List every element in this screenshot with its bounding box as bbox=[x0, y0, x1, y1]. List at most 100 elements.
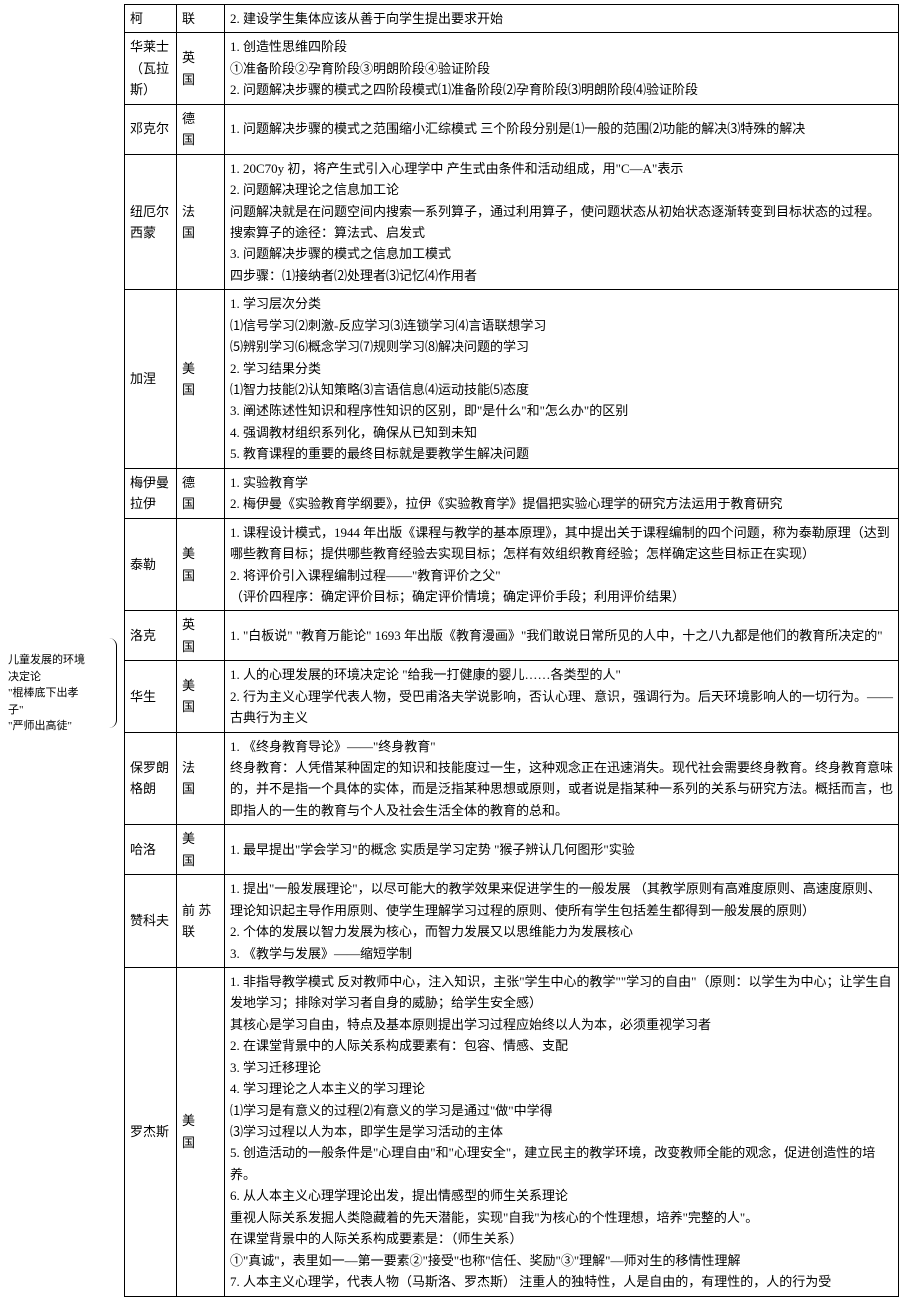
cell-content: 1. 提出"一般发展理论"，以尽可能大的教学效果来促进学生的一般发展 （其教学原… bbox=[225, 875, 899, 968]
cell-content: 1. 最早提出"学会学习"的概念 实质是学习定势 "猴子辨认几何图形"实验 bbox=[225, 825, 899, 875]
content-line: ①准备阶段②孕育阶段③明朗阶段④验证阶段 bbox=[230, 58, 893, 79]
cell-country: 美国 bbox=[177, 290, 225, 469]
content-line: ⑴智力技能⑵认知策略⑶言语信息⑷运动技能⑸态度 bbox=[230, 379, 893, 400]
content-line: 3. 学习迁移理论 bbox=[230, 1057, 893, 1078]
cell-content: 1. 20C70y 初，将产生式引入心理学中 产生式由条件和活动组成，用"C—A… bbox=[225, 154, 899, 290]
note-l4: 子" bbox=[8, 702, 108, 719]
cell-content: 1. 问题解决步骤的模式之范围缩小汇综模式 三个阶段分别是⑴一般的范围⑵功能的解… bbox=[225, 104, 899, 154]
content-line: 搜索算子的途径：算法式、启发式 bbox=[230, 222, 893, 243]
content-line: 2. 梅伊曼《实验教育学纲要》，拉伊《实验教育学》提倡把实验心理学的研究方法运用… bbox=[230, 493, 893, 514]
table-row: 纽厄尔西蒙法国1. 20C70y 初，将产生式引入心理学中 产生式由条件和活动组… bbox=[125, 154, 899, 290]
content-line: 1. 提出"一般发展理论"，以尽可能大的教学效果来促进学生的一般发展 （其教学原… bbox=[230, 878, 893, 921]
cell-country: 英国 bbox=[177, 33, 225, 104]
cell-country: 法国 bbox=[177, 154, 225, 290]
table-row: 梅伊曼拉伊德国1. 实验教育学2. 梅伊曼《实验教育学纲要》，拉伊《实验教育学》… bbox=[125, 468, 899, 518]
content-line: 1. 学习层次分类 bbox=[230, 293, 893, 314]
content-line: 2. 个体的发展以智力发展为核心，而智力发展又以思维能力为发展核心 bbox=[230, 921, 893, 942]
content-line: ⑴学习是有意义的过程⑵有意义的学习是通过"做"中学得 bbox=[230, 1100, 893, 1121]
cell-name: 纽厄尔西蒙 bbox=[125, 154, 177, 290]
table-row: 罗杰斯美国1. 非指导教学模式 反对教师中心，注入知识，主张"学生中心的教学""… bbox=[125, 967, 899, 1296]
cell-content: 1. 创造性思维四阶段①准备阶段②孕育阶段③明朗阶段④验证阶段2. 问题解决步骤… bbox=[225, 33, 899, 104]
cell-name: 华生 bbox=[125, 661, 177, 732]
table-row: 赞科夫前 苏联1. 提出"一般发展理论"，以尽可能大的教学效果来促进学生的一般发… bbox=[125, 875, 899, 968]
cell-name: 柯 bbox=[125, 5, 177, 33]
content-line: 1. 20C70y 初，将产生式引入心理学中 产生式由条件和活动组成，用"C—A… bbox=[230, 158, 893, 179]
cell-name: 罗杰斯 bbox=[125, 967, 177, 1296]
content-line: 1. 非指导教学模式 反对教师中心，注入知识，主张"学生中心的教学""学习的自由… bbox=[230, 971, 893, 1014]
content-line: 2. 问题解决步骤的模式之四阶段模式⑴准备阶段⑵孕育阶段⑶明朗阶段⑷验证阶段 bbox=[230, 79, 893, 100]
cell-country: 德国 bbox=[177, 104, 225, 154]
table-row: 邓克尔德国1. 问题解决步骤的模式之范围缩小汇综模式 三个阶段分别是⑴一般的范围… bbox=[125, 104, 899, 154]
content-line: 重视人际关系发掘人类隐藏着的先天潜能，实现"自我"为核心的个性理想，培养"完整的… bbox=[230, 1207, 893, 1228]
cell-content: 1. "白板说" "教育万能论" 1693 年出版《教育漫画》"我们敢说日常所见… bbox=[225, 611, 899, 661]
content-line: ⑶学习过程以人为本，即学生是学习活动的主体 bbox=[230, 1121, 893, 1142]
content-line: 1. 问题解决步骤的模式之范围缩小汇综模式 三个阶段分别是⑴一般的范围⑵功能的解… bbox=[230, 118, 893, 139]
cell-country: 联 bbox=[177, 5, 225, 33]
brace-icon bbox=[103, 638, 117, 728]
cell-country: 美国 bbox=[177, 661, 225, 732]
cell-country: 德国 bbox=[177, 468, 225, 518]
cell-name: 保罗朗格朗 bbox=[125, 732, 177, 825]
table-row: 保罗朗格朗法国1. 《终身教育导论》——"终身教育"终身教育：人凭借某种固定的知… bbox=[125, 732, 899, 825]
cell-name: 华莱士（瓦拉斯） bbox=[125, 33, 177, 104]
table-row: 泰勒美国1. 课程设计模式，1944 年出版《课程与教学的基本原理》，其中提出关… bbox=[125, 518, 899, 611]
table-row: 哈洛美国1. 最早提出"学会学习"的概念 实质是学习定势 "猴子辨认几何图形"实… bbox=[125, 825, 899, 875]
theorists-table: 柯联2. 建设学生集体应该从善于向学生提出要求开始华莱士（瓦拉斯）英国1. 创造… bbox=[124, 4, 899, 1297]
content-line: 4. 强调教材组织系列化，确保从已知到未知 bbox=[230, 422, 893, 443]
content-line: 1. 最早提出"学会学习"的概念 实质是学习定势 "猴子辨认几何图形"实验 bbox=[230, 839, 893, 860]
content-line: 问题解决就是在问题空间内搜索一系列算子，通过利用算子，使问题状态从初始状态逐渐转… bbox=[230, 201, 893, 222]
content-line: 终身教育：人凭借某种固定的知识和技能度过一生，这种观念正在迅速消失。现代社会需要… bbox=[230, 757, 893, 821]
cell-name: 梅伊曼拉伊 bbox=[125, 468, 177, 518]
note-l2: 决定论 bbox=[8, 669, 108, 686]
content-line: 2. 建设学生集体应该从善于向学生提出要求开始 bbox=[230, 8, 893, 29]
table-row: 加涅美国1. 学习层次分类⑴信号学习⑵刺激-反应学习⑶连锁学习⑷言语联想学习⑸辨… bbox=[125, 290, 899, 469]
content-line: 2. 在课堂背景中的人际关系构成要素有：包容、情感、支配 bbox=[230, 1035, 893, 1056]
content-line: 5. 创造活动的一般条件是"心理自由"和"心理安全"，建立民主的教学环境，改变教… bbox=[230, 1142, 893, 1185]
content-line: 1. 人的心理发展的环境决定论 "给我一打健康的婴儿……各类型的人" bbox=[230, 664, 893, 685]
content-line: 1. 《终身教育导论》——"终身教育" bbox=[230, 736, 893, 757]
cell-country: 美国 bbox=[177, 518, 225, 611]
cell-content: 1. 学习层次分类⑴信号学习⑵刺激-反应学习⑶连锁学习⑷言语联想学习⑸辨别学习⑹… bbox=[225, 290, 899, 469]
cell-content: 1. 实验教育学2. 梅伊曼《实验教育学纲要》，拉伊《实验教育学》提倡把实验心理… bbox=[225, 468, 899, 518]
cell-name: 洛克 bbox=[125, 611, 177, 661]
cell-name: 加涅 bbox=[125, 290, 177, 469]
cell-name: 邓克尔 bbox=[125, 104, 177, 154]
content-line: 2. 行为主义心理学代表人物，受巴甫洛夫学说影响，否认心理、意识，强调行为。后天… bbox=[230, 686, 893, 729]
cell-country: 美国 bbox=[177, 967, 225, 1296]
content-line: 4. 学习理论之人本主义的学习理论 bbox=[230, 1078, 893, 1099]
cell-content: 1. 《终身教育导论》——"终身教育"终身教育：人凭借某种固定的知识和技能度过一… bbox=[225, 732, 899, 825]
content-line: 1. 课程设计模式，1944 年出版《课程与教学的基本原理》，其中提出关于课程编… bbox=[230, 522, 893, 565]
cell-country: 前 苏联 bbox=[177, 875, 225, 968]
content-line: 5. 教育课程的重要的最终目标就是要教学生解决问题 bbox=[230, 443, 893, 464]
side-annotation: 儿童发展的环境 决定论 "棍棒底下出孝 子" "严师出高徒" bbox=[8, 652, 108, 735]
note-l3: "棍棒底下出孝 bbox=[8, 685, 108, 702]
table-row: 华生美国1. 人的心理发展的环境决定论 "给我一打健康的婴儿……各类型的人"2.… bbox=[125, 661, 899, 732]
cell-country: 法国 bbox=[177, 732, 225, 825]
cell-content: 2. 建设学生集体应该从善于向学生提出要求开始 bbox=[225, 5, 899, 33]
note-l5: "严师出高徒" bbox=[8, 718, 108, 735]
content-line: 6. 从人本主义心理学理论出发，提出情感型的师生关系理论 bbox=[230, 1185, 893, 1206]
content-line: 1. 创造性思维四阶段 bbox=[230, 36, 893, 57]
cell-content: 1. 人的心理发展的环境决定论 "给我一打健康的婴儿……各类型的人"2. 行为主… bbox=[225, 661, 899, 732]
content-line: 3. 《教学与发展》——缩短学制 bbox=[230, 943, 893, 964]
cell-country: 美国 bbox=[177, 825, 225, 875]
content-line: 2. 问题解决理论之信息加工论 bbox=[230, 179, 893, 200]
content-line: 其核心是学习自由，特点及基本原则提出学习过程应始终以人为本，必须重视学习者 bbox=[230, 1014, 893, 1035]
table-row: 柯联2. 建设学生集体应该从善于向学生提出要求开始 bbox=[125, 5, 899, 33]
content-line: ⑴信号学习⑵刺激-反应学习⑶连锁学习⑷言语联想学习 bbox=[230, 315, 893, 336]
content-line: ⑸辨别学习⑹概念学习⑺规则学习⑻解决问题的学习 bbox=[230, 336, 893, 357]
cell-content: 1. 非指导教学模式 反对教师中心，注入知识，主张"学生中心的教学""学习的自由… bbox=[225, 967, 899, 1296]
content-line: 四步骤：⑴接纳者⑵处理者⑶记忆⑷作用者 bbox=[230, 265, 893, 286]
note-l1: 儿童发展的环境 bbox=[8, 652, 108, 669]
cell-country: 英国 bbox=[177, 611, 225, 661]
content-line: 2. 学习结果分类 bbox=[230, 358, 893, 379]
content-line: 7. 人本主义心理学，代表人物（马斯洛、罗杰斯） 注重人的独特性，人是自由的，有… bbox=[230, 1271, 893, 1292]
content-line: 1. 实验教育学 bbox=[230, 472, 893, 493]
cell-name: 赞科夫 bbox=[125, 875, 177, 968]
table-row: 洛克英国1. "白板说" "教育万能论" 1693 年出版《教育漫画》"我们敢说… bbox=[125, 611, 899, 661]
cell-name: 泰勒 bbox=[125, 518, 177, 611]
content-line: （评价四程序：确定评价目标；确定评价情境；确定评价手段；利用评价结果） bbox=[230, 586, 893, 607]
content-line: 3. 问题解决步骤的模式之信息加工模式 bbox=[230, 243, 893, 264]
content-line: 3. 阐述陈述性知识和程序性知识的区别，即"是什么"和"怎么办"的区别 bbox=[230, 400, 893, 421]
content-line: 2. 将评价引入课程编制过程——"教育评价之父" bbox=[230, 565, 893, 586]
